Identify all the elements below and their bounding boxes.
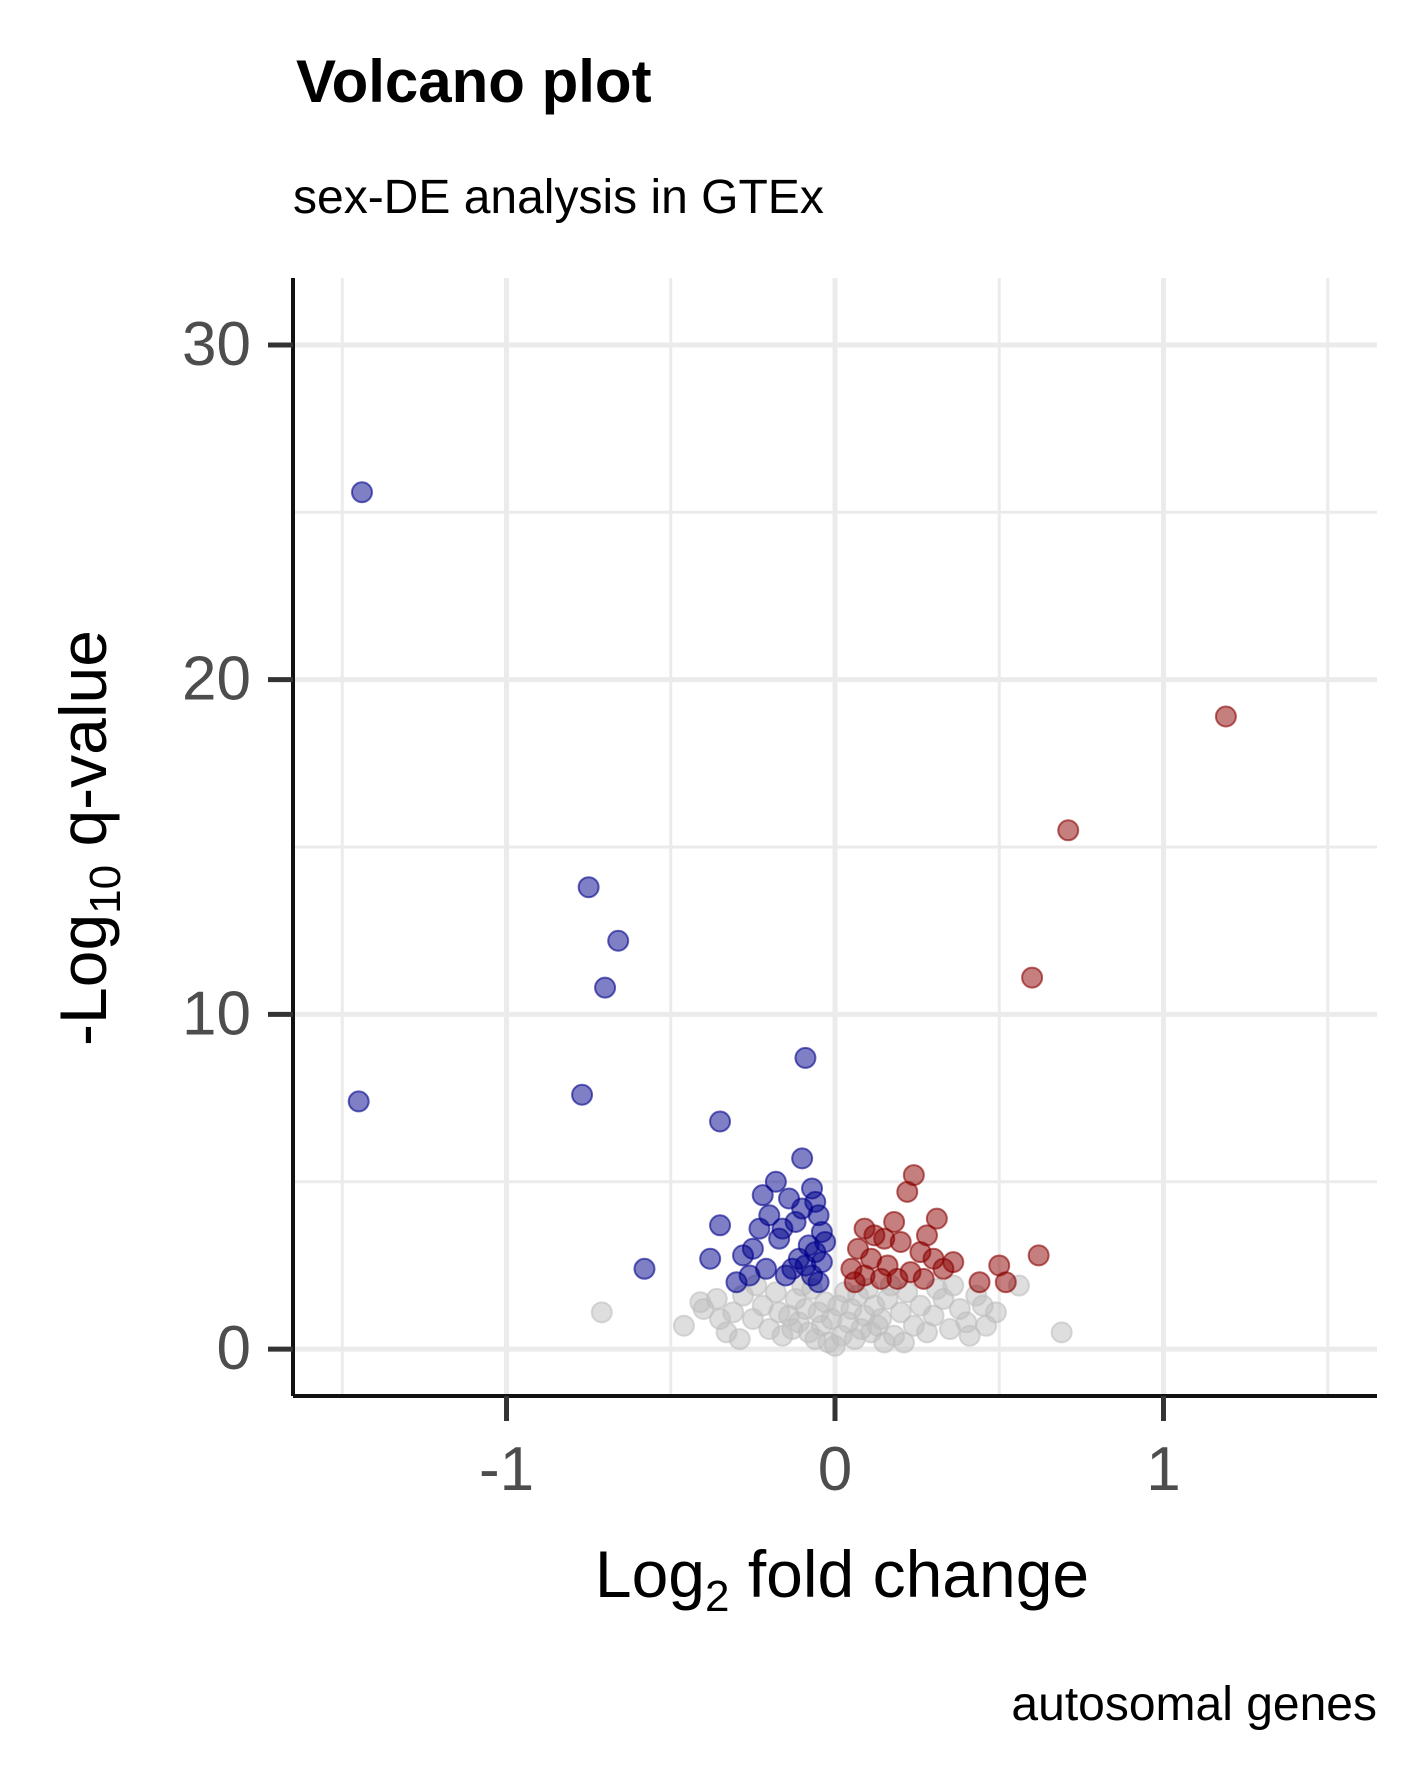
data-point-down [771,1217,794,1240]
data-point-down [791,1147,814,1170]
data-point-down [764,1170,787,1193]
data-point-down [347,1090,370,1113]
data-point-down [751,1184,774,1207]
data-point-ns [922,1304,945,1327]
data-point-ns [781,1318,804,1341]
data-point-up [1021,966,1044,989]
data-point-up [968,1271,991,1294]
x-tick-label: 0 [818,1435,852,1504]
chart-subtitle: sex-DE analysis in GTEx [293,171,824,224]
data-point-ns [590,1301,613,1324]
data-point-down [794,1046,817,1069]
data-point-down [577,876,600,899]
data-point-down [571,1083,594,1106]
data-point-down [607,929,630,952]
data-point-ns [768,1301,791,1324]
data-point-ns [942,1274,965,1297]
data-point-up [883,1210,906,1233]
data-point-ns [958,1324,981,1347]
data-point-up [886,1267,909,1290]
data-point-down [709,1214,732,1237]
data-point-down [814,1231,837,1254]
y-tick-label: 20 [182,645,251,714]
data-point-up [843,1271,866,1294]
data-point-up [896,1180,919,1203]
data-point-down [807,1271,830,1294]
data-point-up [863,1224,886,1247]
data-point-down [781,1257,804,1280]
data-point-ns [672,1314,695,1337]
grid-lines [293,278,1377,1396]
y-axis-label: -Log10 q-value [46,630,130,1046]
x-tick-label: -1 [479,1435,534,1504]
data-point-up [889,1231,912,1254]
data-point-ns [889,1301,912,1324]
y-tick-label: 10 [182,979,251,1048]
data-point-down [748,1217,771,1240]
x-tick-label: 1 [1146,1435,1180,1504]
data-points [347,481,1237,1357]
data-point-down [810,1251,833,1274]
data-point-down [633,1257,656,1280]
y-tick-label: 0 [217,1314,251,1383]
data-point-ns [873,1331,896,1354]
data-point-down [709,1110,732,1133]
chart-caption: autosomal genes [1011,1678,1377,1731]
x-axis-label: Log2 fold change [595,1537,1089,1621]
data-point-ns [705,1287,728,1310]
data-point-ns [1050,1321,1073,1344]
data-point-down [791,1197,814,1220]
data-point-ns [728,1328,751,1351]
chart-title: Volcano plot [296,48,652,115]
data-point-ns [971,1294,994,1317]
y-tick-label: 30 [182,310,251,379]
data-point-up [994,1271,1017,1294]
data-point-down [732,1244,755,1267]
tick-labels: 0 10 20 30 -1 0 1 [182,310,1181,1504]
data-point-down [699,1247,722,1270]
data-point-down [725,1271,748,1294]
data-point-up [925,1207,948,1230]
data-point-up [1214,705,1237,728]
data-point-ns [709,1308,732,1331]
data-point-up [1057,819,1080,842]
data-point-up [932,1257,955,1280]
data-point-down [350,481,373,504]
data-point-ns [892,1331,915,1354]
data-point-up [912,1267,935,1290]
axes [268,278,1377,1421]
data-point-down [594,976,617,999]
data-point-up [1027,1244,1050,1267]
